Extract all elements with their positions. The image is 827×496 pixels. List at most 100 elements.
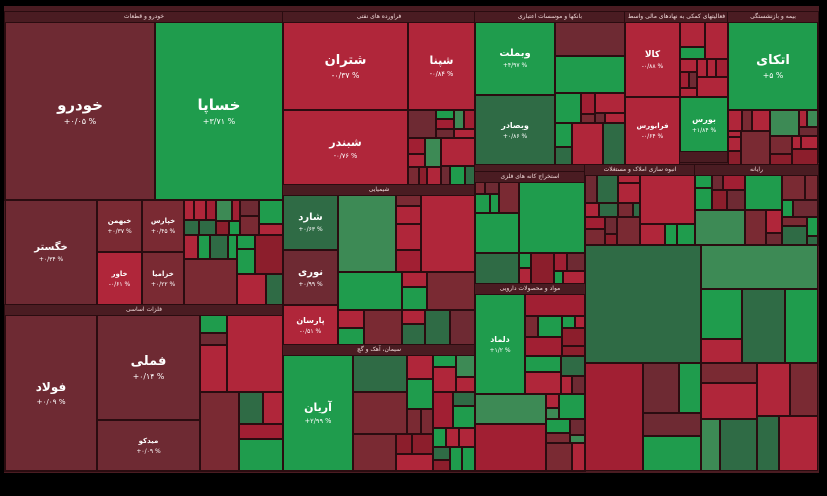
tile [210, 235, 228, 259]
tile [525, 316, 538, 337]
tile [525, 372, 561, 394]
tile [464, 110, 475, 129]
tile [618, 175, 640, 183]
tile [782, 200, 793, 217]
tile [555, 147, 572, 165]
tile [723, 175, 745, 190]
tile: وبملت +۴/۹۷ % [475, 22, 555, 95]
tile [640, 224, 665, 245]
tile [454, 110, 464, 129]
sector-title: مواد و محصولات دارویی [499, 285, 561, 292]
tile-change: +۰/۲۲ % [150, 280, 176, 288]
tile-label: شتران [324, 52, 367, 68]
tile [782, 226, 807, 245]
tile [562, 316, 575, 328]
tile: شارد +۰/۶۳ % [283, 195, 338, 250]
tile [805, 175, 818, 200]
tile [640, 175, 695, 224]
tile: خگستر +۰/۳۴ % [5, 200, 97, 305]
tile [259, 200, 283, 224]
tile [677, 224, 695, 245]
tile [695, 210, 745, 245]
tile [402, 324, 425, 345]
tile-change: +۰/۴۵ % [150, 228, 176, 235]
tile [585, 229, 605, 245]
tile [255, 235, 283, 274]
tile [618, 183, 640, 203]
tile [546, 443, 572, 471]
tile [396, 434, 412, 454]
tile [200, 333, 227, 345]
tile [402, 287, 427, 310]
sector-title: بیمه و بازنشستگی [750, 13, 796, 20]
tile [402, 310, 425, 324]
tile [563, 271, 585, 284]
tile: کالا -۰/۸۸ % [625, 22, 680, 97]
tile [712, 190, 727, 210]
tile [475, 182, 485, 194]
tile [433, 355, 456, 367]
tile: فرابورس -۰/۶۴ % [625, 97, 680, 165]
tile [407, 355, 433, 379]
tile [499, 182, 519, 213]
tile [605, 234, 617, 245]
tile [396, 206, 421, 224]
tile-label: خگستر [34, 242, 68, 253]
tile-label: دلماد [490, 334, 510, 344]
tile [807, 217, 818, 236]
tile [198, 235, 210, 259]
tile: بورس +۱/۸۴ % [680, 97, 728, 152]
tile [597, 175, 618, 203]
tile [605, 113, 625, 123]
tile [425, 310, 450, 345]
tile [436, 110, 454, 119]
tile-change: -۰/۸۴ % [429, 70, 454, 78]
tile [665, 224, 677, 245]
tile [338, 195, 396, 272]
tile [561, 376, 572, 394]
tile-label: خودرو [57, 96, 103, 114]
tile [799, 127, 818, 136]
tile [790, 363, 818, 416]
tile [239, 424, 283, 439]
tile [779, 416, 818, 471]
tile [408, 154, 425, 167]
tile [680, 59, 697, 72]
tile [200, 392, 239, 471]
tile [618, 203, 633, 217]
tile [436, 119, 454, 129]
tile [695, 175, 712, 188]
tile: دلماد +۱/۲ % [475, 294, 525, 394]
tile-label: فرابورس [636, 122, 669, 130]
tile [554, 253, 567, 271]
tile [228, 235, 237, 259]
tile [450, 447, 462, 471]
tile-change: +۰/۳۴ % [38, 256, 64, 263]
tile [701, 363, 757, 383]
tile [184, 235, 198, 259]
tile [396, 454, 433, 471]
tile [184, 200, 194, 220]
tile [785, 289, 818, 363]
tile [266, 274, 283, 305]
tile [741, 131, 770, 165]
tile [546, 419, 570, 433]
tile-label: شپنا [429, 54, 454, 67]
sector-title: سیمان، آهک و گچ [356, 346, 402, 353]
tile-label: اتکای [756, 52, 790, 68]
tile [585, 175, 597, 203]
tile-change: -۰/۵۱ % [299, 327, 322, 335]
tile [239, 392, 263, 424]
tile-label: بورس [692, 115, 716, 124]
tile [712, 175, 723, 190]
tile [531, 253, 554, 284]
tile: خپارس +۰/۴۵ % [142, 200, 184, 252]
tile-label: خاور [111, 269, 128, 278]
tile-change: +۱/۲ % [489, 346, 511, 354]
tile [519, 268, 531, 284]
tile [554, 271, 563, 284]
tile [396, 195, 421, 206]
tile [807, 236, 818, 245]
tile [240, 216, 259, 235]
tile [232, 200, 240, 221]
